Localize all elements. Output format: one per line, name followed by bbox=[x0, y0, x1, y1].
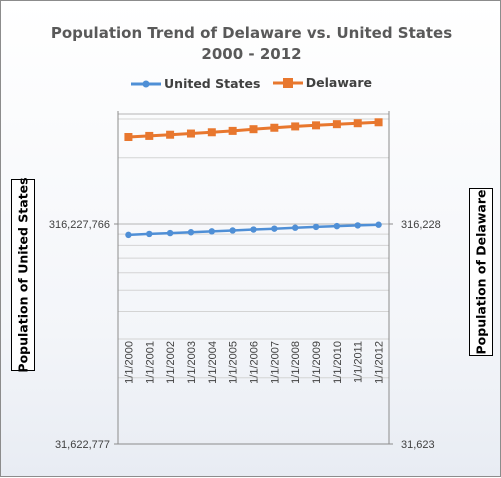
x-tick-label: 1/1/2005 bbox=[228, 341, 240, 384]
x-tick-label: 1/1/2006 bbox=[249, 341, 261, 384]
x-tick-label: 1/1/2004 bbox=[207, 341, 219, 384]
y-tick-label-right: 31,623 bbox=[401, 439, 435, 451]
data-point-united-states bbox=[208, 228, 216, 235]
data-point-delaware bbox=[291, 122, 300, 131]
y-tick-label-left: 31,622,777 bbox=[55, 439, 110, 451]
legend-item-delaware: Delaware bbox=[272, 75, 372, 90]
x-tick-label: 1/1/2000 bbox=[123, 341, 135, 384]
x-tick-label: 1/1/2011 bbox=[353, 341, 365, 383]
x-tick-label: 1/1/2008 bbox=[290, 341, 302, 384]
data-point-delaware bbox=[249, 125, 258, 134]
y-tick-label-right: 316,228 bbox=[401, 219, 441, 231]
data-point-united-states bbox=[146, 230, 153, 238]
x-tick-label: 1/1/2012 bbox=[374, 341, 386, 384]
data-point-delaware bbox=[353, 119, 362, 128]
data-point-united-states bbox=[375, 221, 382, 228]
data-point-delaware bbox=[145, 131, 154, 140]
x-tick-label: 1/1/2007 bbox=[269, 341, 281, 384]
data-point-united-states bbox=[229, 227, 236, 234]
x-tick-label: 1/1/2003 bbox=[186, 341, 198, 384]
legend-marker-united-states bbox=[131, 80, 162, 87]
data-point-united-states bbox=[333, 222, 341, 230]
data-point-delaware bbox=[124, 133, 133, 142]
x-tick-label: 1/1/2009 bbox=[311, 341, 323, 384]
data-point-delaware bbox=[228, 126, 237, 135]
data-point-delaware bbox=[166, 130, 175, 139]
data-point-delaware bbox=[186, 129, 195, 138]
data-point-united-states bbox=[291, 224, 299, 231]
legend-label-united-states: United States bbox=[164, 76, 261, 91]
data-point-united-states bbox=[312, 223, 320, 231]
x-tick-label: 1/1/2001 bbox=[144, 341, 156, 384]
data-point-united-states bbox=[166, 229, 174, 237]
data-point-united-states bbox=[271, 225, 278, 232]
chart-title-line2: 2000 - 2012 bbox=[201, 45, 302, 63]
x-tick-label: 1/1/2010 bbox=[332, 341, 344, 384]
data-point-delaware bbox=[332, 120, 341, 129]
data-point-united-states bbox=[250, 226, 257, 233]
chart-title: Population Trend of Delaware vs. United … bbox=[1, 23, 501, 65]
data-point-delaware bbox=[270, 123, 279, 132]
x-tick-label: 1/1/2002 bbox=[165, 341, 177, 384]
data-point-united-states bbox=[125, 231, 132, 239]
data-point-united-states bbox=[187, 229, 195, 236]
legend-marker-delaware bbox=[272, 77, 303, 88]
data-point-delaware bbox=[374, 118, 383, 127]
y-axis-title-right: Population of Delaware bbox=[469, 188, 493, 356]
data-point-united-states bbox=[354, 222, 361, 229]
y-tick-label-left: 316,227,766 bbox=[49, 219, 110, 231]
data-point-delaware bbox=[312, 121, 321, 130]
chart-title-line1: Population Trend of Delaware vs. United … bbox=[50, 24, 453, 42]
legend: United States Delaware bbox=[1, 75, 501, 92]
legend-item-united-states: United States bbox=[131, 76, 260, 91]
legend-label-delaware: Delaware bbox=[305, 75, 372, 90]
data-point-delaware bbox=[207, 128, 216, 137]
y-axis-title-left: Population of United States bbox=[11, 177, 35, 373]
